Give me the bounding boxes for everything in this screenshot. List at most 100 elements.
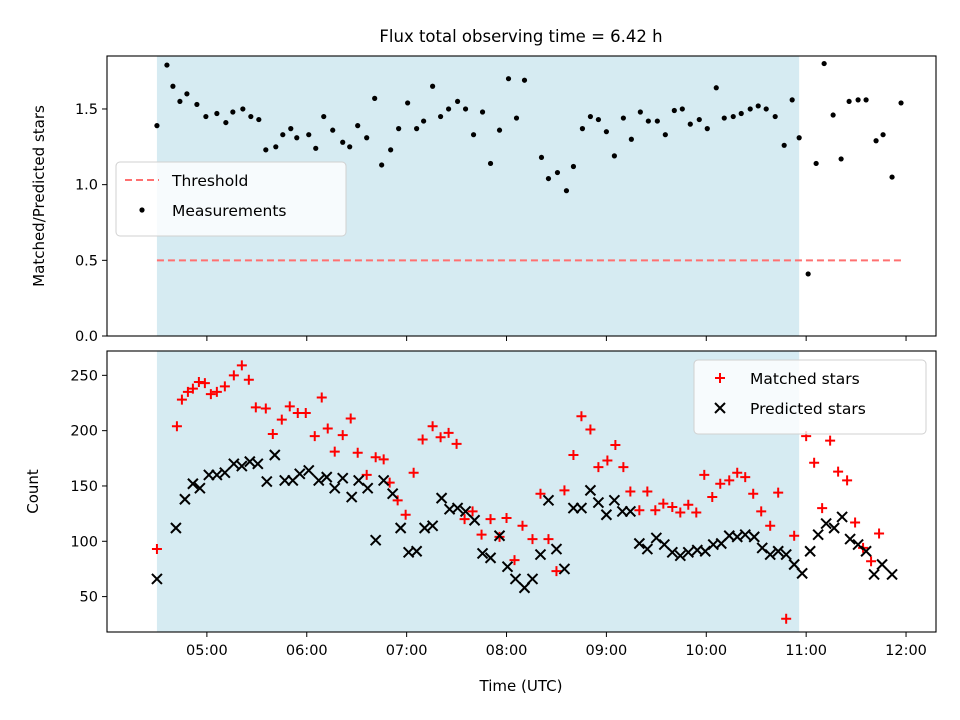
count-point	[509, 555, 520, 566]
legend-label: Measurements	[172, 202, 287, 220]
count-point	[243, 374, 254, 385]
count-point	[633, 537, 646, 550]
x-tick-label: 06:00	[286, 643, 328, 659]
count-point	[674, 549, 687, 562]
ratio-point	[855, 97, 861, 103]
count-point	[329, 482, 341, 494]
y-tick-label: 250	[70, 368, 98, 384]
count-point	[658, 498, 669, 509]
count-point	[392, 495, 403, 506]
count-point	[427, 421, 438, 432]
ratio-point	[421, 118, 427, 124]
ratio-point	[637, 109, 643, 115]
legend-swatch	[139, 207, 145, 213]
count-point	[187, 383, 198, 394]
ratio-point	[487, 160, 494, 167]
count-point	[739, 528, 751, 541]
ratio-point	[355, 123, 361, 129]
legend-label: Threshold	[171, 172, 248, 190]
count-point	[205, 389, 216, 400]
count-point	[443, 427, 454, 438]
count-point	[345, 491, 358, 503]
count-point	[171, 421, 182, 432]
count-point	[559, 485, 570, 496]
count-point	[850, 517, 861, 528]
ratio-point	[704, 126, 710, 132]
count-point	[345, 413, 356, 424]
count-point	[724, 475, 735, 486]
count-point	[252, 458, 264, 470]
count-point	[691, 507, 702, 518]
ratio-point	[347, 144, 353, 150]
count-point	[584, 484, 597, 497]
count-point	[219, 466, 231, 479]
ratio-point	[579, 126, 586, 132]
count-point	[860, 545, 872, 557]
x-tick-label: 07:00	[386, 643, 428, 659]
ratio-point	[595, 116, 602, 123]
count-point	[329, 446, 340, 457]
ratio-point	[496, 127, 503, 133]
count-point	[361, 482, 374, 494]
ratio-point	[671, 107, 677, 114]
ratio-point	[263, 147, 269, 153]
y-tick-label: 0.0	[75, 329, 98, 345]
ratio-point	[454, 98, 461, 105]
ratio-point	[554, 169, 561, 176]
count-point	[592, 496, 605, 509]
count-point	[369, 534, 382, 546]
count-point	[459, 514, 470, 525]
count-point	[748, 488, 759, 499]
count-point	[828, 522, 840, 534]
ratio-point	[898, 100, 904, 106]
count-point	[534, 548, 547, 561]
count-point	[370, 452, 381, 463]
ratio-point	[405, 100, 411, 106]
count-point	[732, 467, 743, 478]
count-point	[260, 403, 271, 414]
ratio-panel: 0.0 0.5 1.0 1.5 Matched/Predicted stars Thres…	[30, 55, 937, 345]
count-y-axis-label: Count	[24, 469, 42, 514]
count-point	[179, 493, 191, 505]
ratio-point	[513, 115, 520, 121]
count-point	[715, 478, 726, 489]
ratio-point	[521, 77, 528, 83]
ratio-point	[538, 154, 545, 161]
count-point	[634, 505, 645, 516]
count-point	[682, 546, 695, 559]
ratio-point	[687, 121, 693, 127]
ratio-point	[662, 132, 668, 138]
x-tick-label: 08:00	[486, 643, 528, 659]
count-point	[624, 505, 637, 518]
ratio-point	[570, 163, 577, 170]
x-tick-label: 10:00	[685, 643, 727, 659]
count-point	[731, 531, 743, 543]
ratio-legend: Threshold Measurements	[115, 161, 347, 237]
ratio-point	[611, 153, 617, 159]
count-point	[313, 474, 325, 487]
y-tick-label: 50	[80, 590, 98, 606]
count-point	[194, 482, 206, 494]
count-point	[575, 502, 588, 514]
count-point	[451, 438, 462, 449]
count-point	[394, 522, 407, 534]
ratio-point	[184, 91, 190, 97]
y-tick-label: 1.0	[75, 178, 98, 194]
count-point	[467, 506, 478, 517]
ratio-point	[813, 160, 819, 167]
ratio-point	[379, 162, 385, 168]
count-point	[386, 488, 399, 500]
ratio-point	[863, 97, 869, 103]
count-point	[267, 428, 278, 439]
count-point	[337, 472, 349, 484]
ratio-point	[781, 142, 787, 148]
ratio-point	[763, 106, 769, 112]
legend-box	[693, 359, 927, 435]
count-point	[300, 407, 311, 418]
observing-window-shade	[156, 351, 800, 632]
ratio-point	[846, 98, 852, 105]
count-point	[550, 543, 563, 555]
ratio-y-axis-label: Matched/Predicted stars	[30, 105, 48, 287]
count-point	[321, 471, 333, 483]
